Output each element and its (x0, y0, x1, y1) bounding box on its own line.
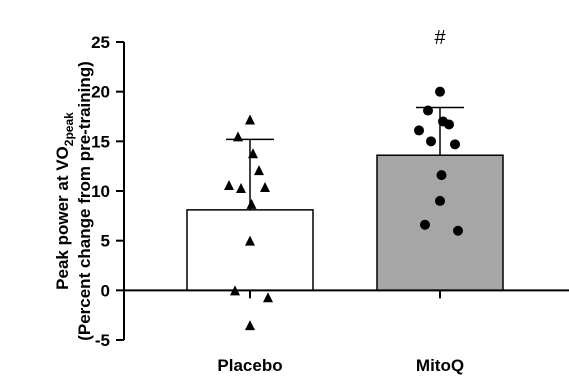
y-tick-label: 5 (101, 232, 110, 251)
point-circle (420, 219, 430, 230)
y-axis-title-line1: Peak power at VO (53, 146, 72, 290)
point-triangle (245, 235, 255, 246)
x-tick-label: Placebo (217, 356, 282, 375)
axes (116, 41, 569, 341)
point-circle (435, 86, 445, 97)
y-tick-label: 10 (91, 182, 110, 201)
y-tick-label: 0 (101, 281, 110, 300)
point-triangle (260, 182, 270, 193)
point-circle (435, 195, 445, 206)
y-tick-label: 25 (91, 33, 110, 52)
point-triangle (245, 320, 255, 331)
point-circle (414, 125, 424, 136)
y-axis-title: Peak power at VO2peak (Percent change fr… (53, 61, 94, 341)
point-triangle (224, 180, 234, 191)
point-triangle (233, 131, 243, 142)
point-circle (450, 139, 460, 150)
y-tick-label: 15 (91, 132, 110, 151)
point-circle (436, 170, 447, 181)
y-tick-label: 20 (91, 83, 110, 102)
point-triangle (263, 292, 273, 303)
y-tick-label: -5 (95, 331, 110, 350)
x-tick-label: MitoQ (416, 356, 464, 375)
bar-placebo (186, 209, 314, 292)
svg-text:Peak power at VO2peak: Peak power at VO2peak (53, 112, 76, 290)
y-axis-title-subscript: 2peak (62, 112, 76, 146)
bars (186, 106, 504, 292)
point-triangle (246, 198, 257, 209)
point-triangle (254, 165, 264, 176)
y-axis-title-line2: (Percent change from pre-training) (75, 61, 94, 341)
point-triangle (236, 183, 246, 194)
point-triangle (248, 148, 258, 159)
point-circle (426, 136, 436, 147)
labels: -5 0 5 10 15 20 25 Placebo MitoQ # (91, 27, 464, 375)
point-triangle (245, 114, 255, 125)
significance-annotation: # (434, 27, 446, 49)
point-circle (423, 105, 433, 116)
point-circle (453, 225, 463, 236)
point-circle (444, 119, 454, 130)
